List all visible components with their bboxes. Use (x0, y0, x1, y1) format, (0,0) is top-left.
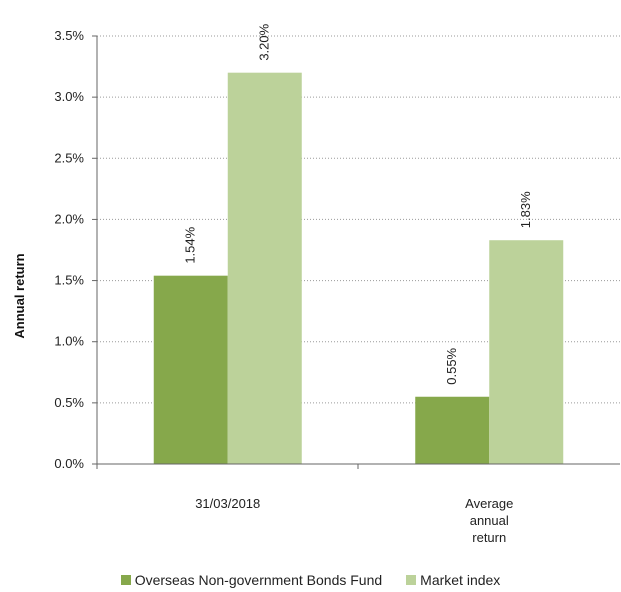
legend-label-market-index: Market index (420, 572, 501, 588)
legend-label-fund: Overseas Non-government Bonds Fund (134, 572, 383, 588)
y-tick-label: 1.5% (54, 273, 84, 288)
x-category-line: 31/03/2018 (195, 496, 260, 511)
x-category-label: 31/03/2018 (195, 496, 260, 511)
y-tick-label: 2.5% (54, 150, 84, 165)
y-tick-label: 0.0% (54, 456, 84, 471)
y-tick-label: 2.0% (54, 211, 84, 226)
x-axis-categories: 31/03/2018 Average annual return (96, 464, 513, 545)
data-label: 1.83% (518, 191, 533, 228)
x-category-line: Average (465, 496, 513, 511)
bar (227, 72, 302, 464)
bar (153, 275, 228, 464)
bar (415, 396, 490, 464)
legend-item-fund: Overseas Non-government Bonds Fund (120, 572, 383, 588)
x-category-line: return (472, 530, 506, 545)
legend-swatch-fund (120, 575, 131, 585)
legend: Overseas Non-government Bonds Fund Marke… (0, 572, 621, 588)
data-label: 0.55% (444, 347, 459, 384)
bars (153, 72, 564, 464)
x-category-line: annual (470, 513, 509, 528)
bar-chart: 0.0% 0.5% 1.0% 1.5% 2.0% 2.5% 3.0% 3.5% 1.54% 3.… (12, 23, 620, 545)
legend-swatch-market-index (406, 575, 417, 585)
y-axis-ticks: 0.0% 0.5% 1.0% 1.5% 2.0% 2.5% 3.0% 3.5% (54, 28, 97, 471)
data-label: 1.54% (183, 226, 198, 263)
y-axis-label: Annual return (12, 253, 27, 338)
data-label: 3.20% (257, 23, 272, 60)
y-tick-label: 1.0% (54, 334, 84, 349)
y-tick-label: 3.0% (54, 89, 84, 104)
bar (489, 240, 564, 464)
legend-item-market-index: Market index (406, 572, 500, 588)
x-category-label: Average annual return (465, 496, 513, 545)
data-labels: 1.54% 3.20% 0.55% 1.83% (183, 23, 534, 384)
y-tick-label: 3.5% (54, 28, 84, 43)
y-tick-label: 0.5% (54, 395, 84, 410)
